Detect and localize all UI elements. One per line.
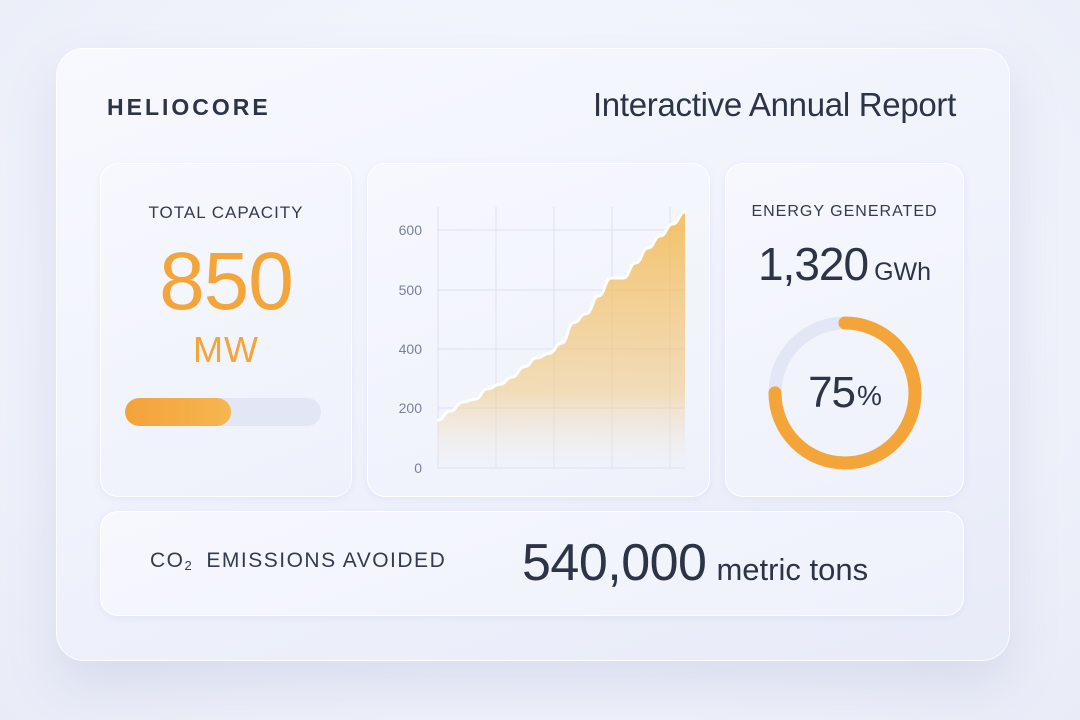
energy-label: ENERGY GENERATED [751,203,938,220]
series-line [436,210,687,422]
generation-area-chart: 600 500 400 200 0 [399,207,687,476]
y-tick-label: 200 [399,400,423,416]
energy-donut-gauge [768,316,922,470]
co2-value: 540,000 [522,534,707,592]
y-tick-label: 600 [399,222,423,238]
capacity-card[interactable]: TOTAL CAPACITY 850 MW [100,163,352,497]
co2-value-group: 540,000 metric tons [522,533,868,593]
energy-value-group: 1,320 GWh [725,237,964,291]
capacity-progress-fill [125,398,231,426]
co2-label-subscript: 2 [184,558,192,573]
co2-label-suffix: EMISSIONS AVOIDED [206,549,447,572]
y-tick-label: 0 [414,460,422,476]
co2-card[interactable]: CO2 EMISSIONS AVOIDED 540,000 metric tons [100,511,964,616]
energy-card[interactable]: ENERGY GENERATED 1,320 GWh 75% [725,163,964,497]
capacity-unit: MW [193,329,259,370]
chart-card[interactable]: 600 500 400 200 0 [367,163,710,497]
series-area [438,212,685,468]
gauge-percent-symbol: % [857,380,882,411]
gauge-value: 75 [808,368,856,417]
y-tick-label: 500 [399,282,423,298]
report-panel: HELIOCORE Interactive Annual Report TOTA… [56,48,1010,661]
capacity-label: TOTAL CAPACITY [148,203,304,222]
brand-logo: HELIOCORE [107,94,271,120]
capacity-progress-track [125,398,321,426]
page-title: Interactive Annual Report [592,86,956,123]
donut-fill [768,316,922,470]
energy-unit: GWh [874,258,932,286]
donut-center-label: 75% [763,311,927,475]
capacity-value: 850 [159,236,294,327]
co2-label: CO2 EMISSIONS AVOIDED [150,549,446,573]
energy-value: 1,320 [757,238,869,290]
co2-label-prefix: CO [150,549,185,572]
y-tick-label: 400 [399,341,423,357]
co2-unit: metric tons [716,552,869,587]
